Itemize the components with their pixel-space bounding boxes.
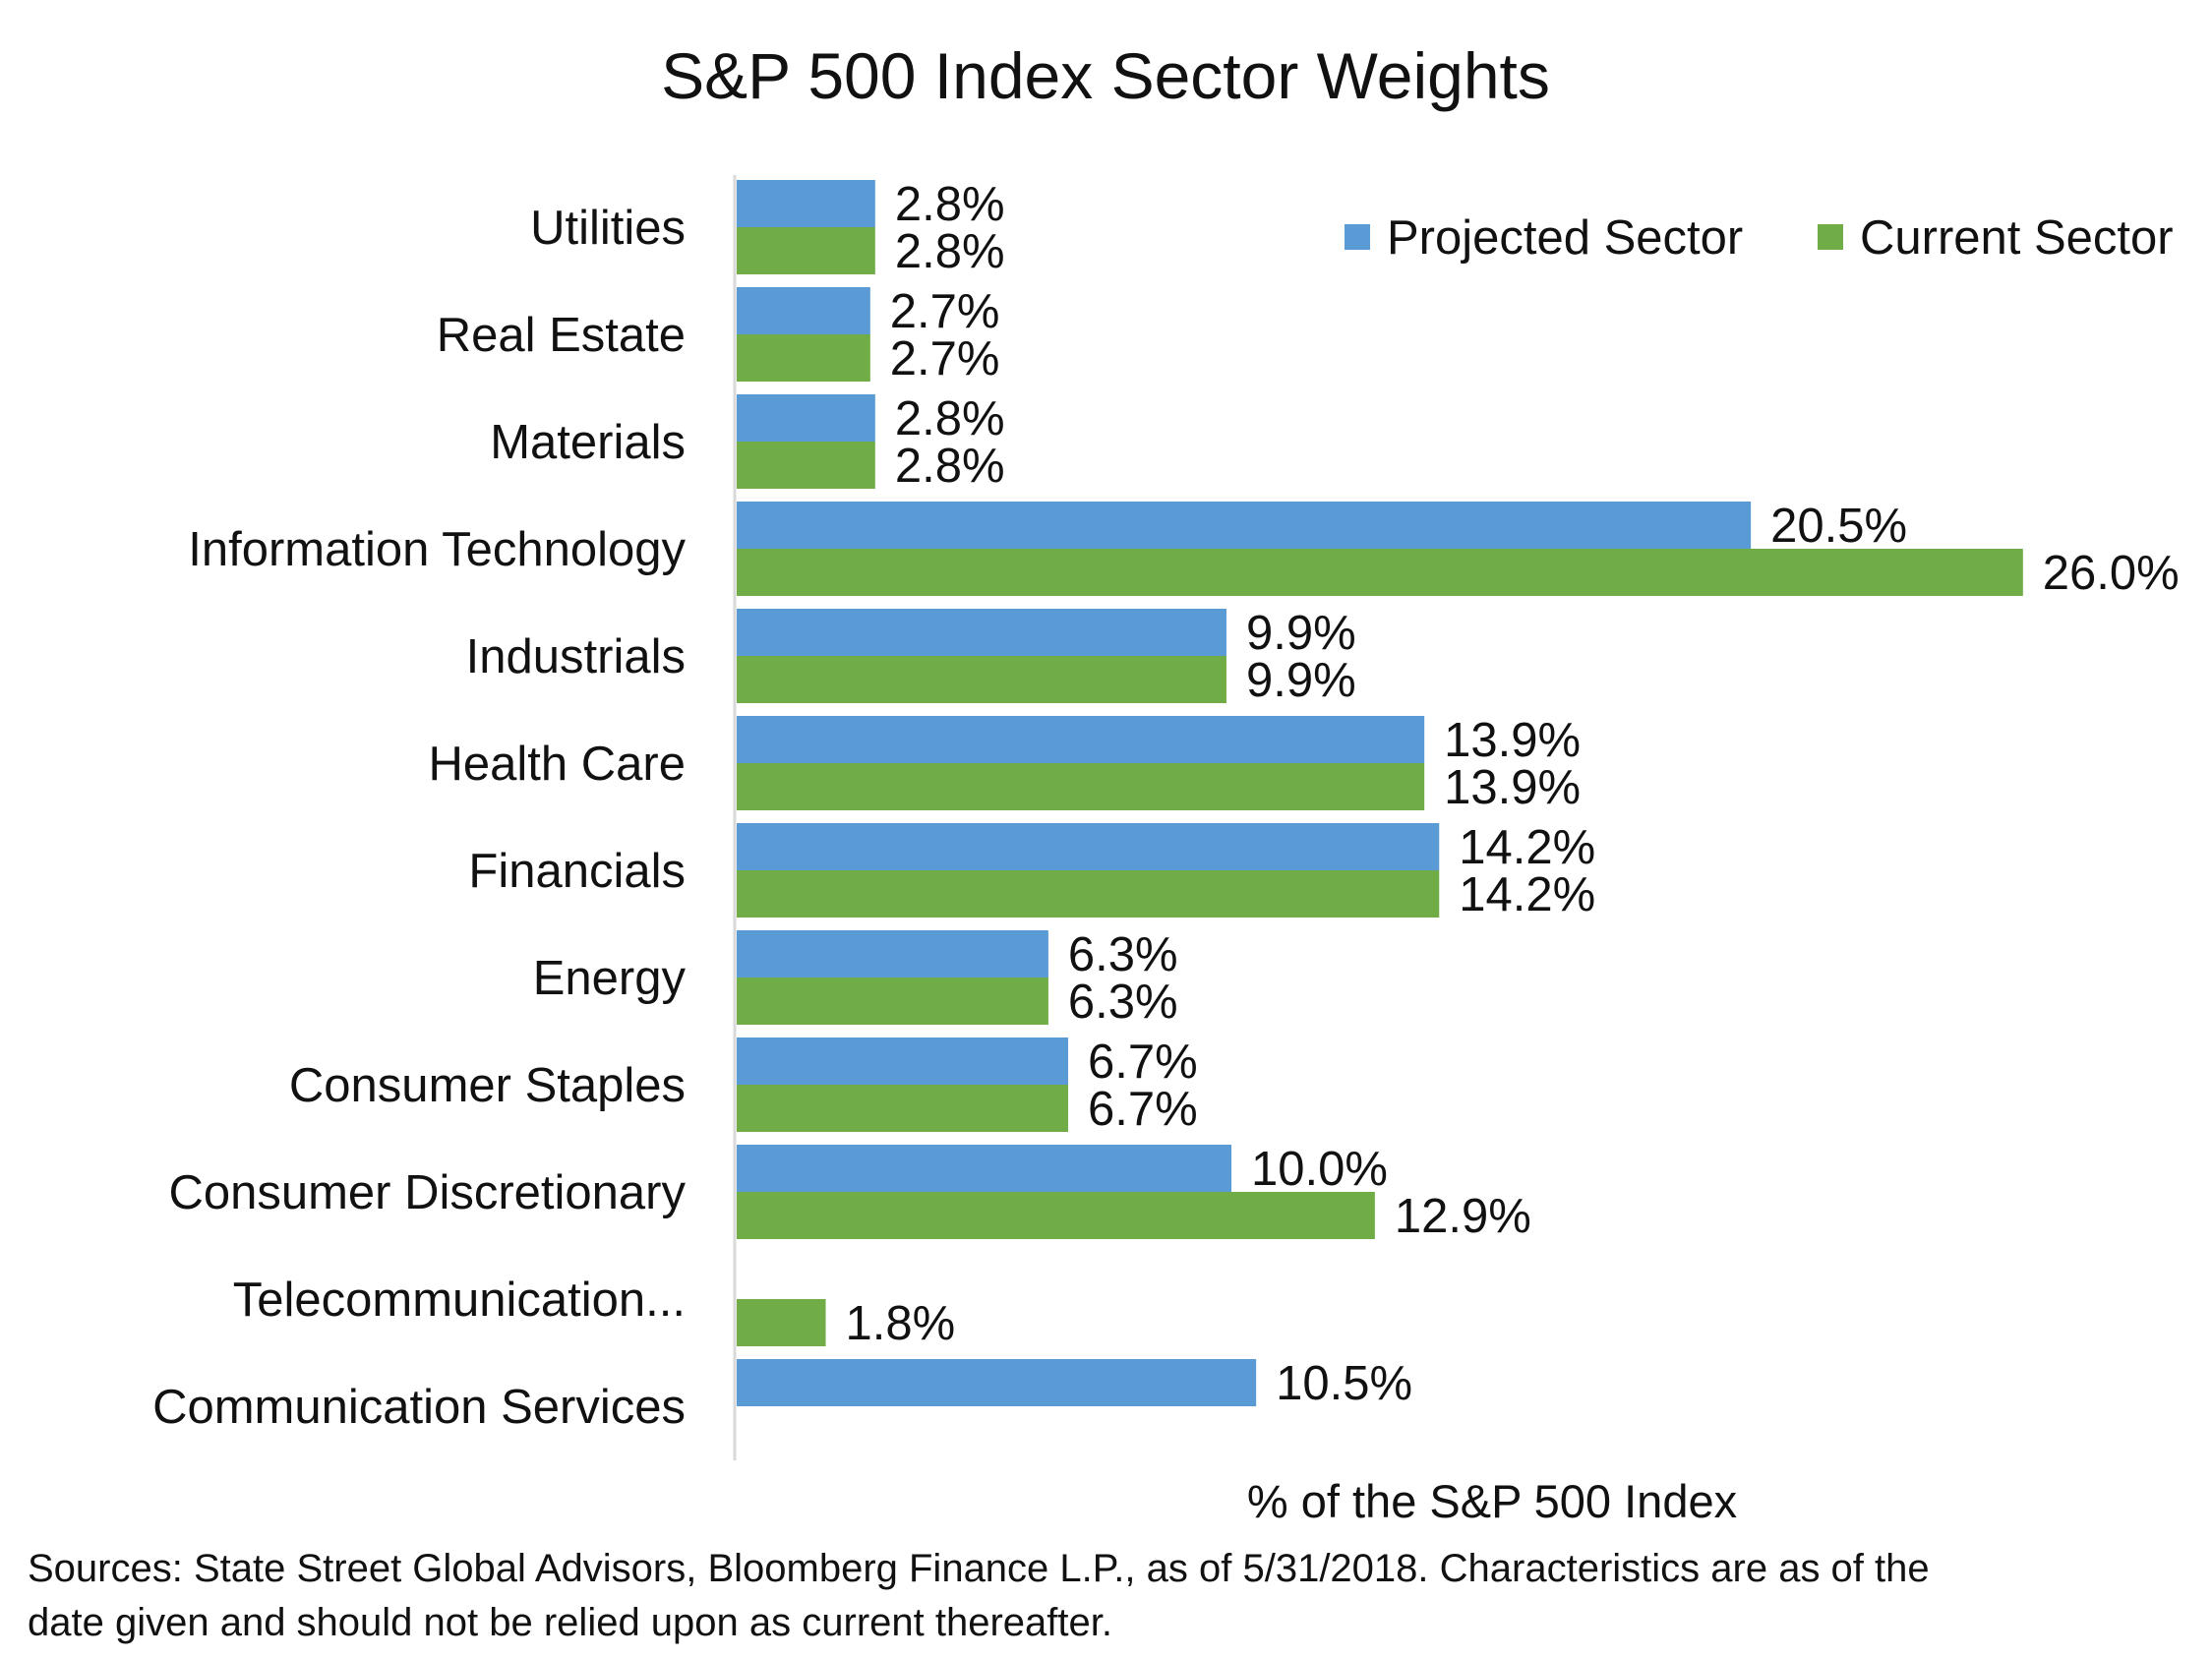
bar-projected-sector-energy — [737, 930, 1048, 978]
category-label-consumer-discretionary: Consumer Discretionary — [168, 1166, 686, 1219]
bar-projected-sector-consumer-discretionary — [737, 1145, 1231, 1192]
category-label-financials: Financials — [468, 845, 686, 898]
bar-current-sector-information-technology — [737, 549, 2023, 596]
data-label-current-sector-financials: 14.2% — [1459, 868, 1595, 921]
legend: Projected Sector Current Sector — [1345, 211, 2174, 265]
data-label-projected-sector-materials: 2.8% — [895, 392, 1005, 445]
data-label-current-sector-consumer-staples: 6.7% — [1088, 1083, 1198, 1136]
bar-current-sector-materials — [737, 442, 875, 489]
bar-current-sector-utilities — [737, 227, 875, 274]
data-label-projected-sector-utilities: 2.8% — [895, 178, 1005, 231]
bar-current-sector-industrials — [737, 656, 1226, 703]
bar-projected-sector-financials — [737, 823, 1440, 870]
bar-current-sector-energy — [737, 978, 1048, 1025]
source-line-1: Sources: State Street Global Advisors, B… — [28, 1547, 1930, 1590]
category-label-telecommunication: Telecommunication... — [233, 1274, 686, 1327]
category-label-health-care: Health Care — [429, 738, 686, 791]
bar-projected-sector-industrials — [737, 609, 1226, 656]
bar-current-sector-telecommunication — [737, 1299, 826, 1346]
bar-projected-sector-information-technology — [737, 502, 1752, 549]
legend-swatch-projected-sector — [1345, 224, 1370, 250]
data-label-projected-sector-industrials: 9.9% — [1246, 607, 1356, 660]
category-label-communication-services: Communication Services — [152, 1381, 686, 1434]
legend-label-projected-sector: Projected Sector — [1387, 211, 1743, 265]
bar-current-sector-consumer-discretionary — [737, 1192, 1375, 1239]
category-label-utilities: Utilities — [530, 202, 686, 255]
category-label-information-technology: Information Technology — [188, 523, 686, 576]
bars-group: Utilities 2.8%2.8%Real Estate 2.7%2.7%Mate… — [152, 178, 2180, 1434]
data-label-projected-sector-communication-services: 10.5% — [1276, 1357, 1412, 1410]
category-label-energy: Energy — [533, 952, 687, 1005]
data-label-current-sector-utilities: 2.8% — [895, 225, 1005, 278]
data-label-projected-sector-real-estate: 2.7% — [890, 285, 1000, 338]
data-label-projected-sector-consumer-discretionary: 10.0% — [1251, 1143, 1388, 1196]
source-note: Sources: State Street Global Advisors, B… — [28, 1542, 2191, 1650]
bar-current-sector-health-care — [737, 763, 1425, 810]
legend-swatch-current-sector — [1818, 224, 1843, 250]
bar-projected-sector-consumer-staples — [737, 1037, 1069, 1085]
category-label-consumer-staples: Consumer Staples — [289, 1059, 686, 1112]
chart-title: S&P 500 Index Sector Weights — [661, 39, 1550, 112]
data-label-current-sector-materials: 2.8% — [895, 440, 1005, 493]
data-label-current-sector-energy: 6.3% — [1068, 976, 1178, 1029]
bar-projected-sector-communication-services — [737, 1359, 1257, 1406]
bar-projected-sector-utilities — [737, 180, 875, 227]
bar-projected-sector-real-estate — [737, 287, 870, 334]
data-label-current-sector-information-technology: 26.0% — [2043, 547, 2180, 600]
category-label-real-estate: Real Estate — [437, 309, 686, 362]
x-axis-label: % of the S&P 500 Index — [1247, 1475, 1737, 1527]
category-label-materials: Materials — [490, 416, 686, 469]
source-line-2: date given and should not be relied upon… — [28, 1601, 1112, 1644]
data-label-projected-sector-health-care: 13.9% — [1444, 714, 1581, 767]
category-label-industrials: Industrials — [466, 630, 686, 683]
bar-projected-sector-materials — [737, 394, 875, 442]
data-label-projected-sector-financials: 14.2% — [1459, 821, 1595, 874]
data-label-current-sector-industrials: 9.9% — [1246, 654, 1356, 707]
data-label-current-sector-health-care: 13.9% — [1444, 761, 1581, 814]
data-label-current-sector-real-estate: 2.7% — [890, 332, 1000, 385]
bar-current-sector-financials — [737, 870, 1440, 918]
data-label-projected-sector-information-technology: 20.5% — [1770, 500, 1907, 553]
bar-current-sector-consumer-staples — [737, 1085, 1069, 1132]
data-label-current-sector-consumer-discretionary: 12.9% — [1395, 1190, 1531, 1243]
data-label-projected-sector-energy: 6.3% — [1068, 928, 1178, 981]
legend-label-current-sector: Current Sector — [1860, 211, 2174, 265]
bar-projected-sector-health-care — [737, 716, 1425, 763]
data-label-projected-sector-consumer-staples: 6.7% — [1088, 1036, 1198, 1089]
data-label-current-sector-telecommunication: 1.8% — [846, 1297, 956, 1350]
bar-current-sector-real-estate — [737, 334, 870, 382]
